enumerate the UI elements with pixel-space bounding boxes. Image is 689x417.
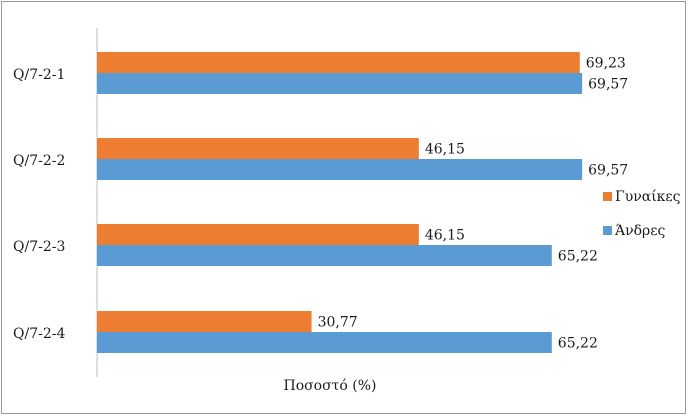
bar-women-4	[97, 311, 312, 332]
category-labels-group: Q/7-2-1 Q/7-2-2 Q/7-2-3 Q/7-2-4	[13, 67, 65, 342]
value-label-women-4: 30,77	[318, 315, 358, 331]
bar-men-4	[97, 332, 552, 353]
bar-men-2	[97, 159, 583, 180]
legend-label-men: Άνδρες	[614, 223, 666, 239]
value-label-men-3: 65,22	[558, 249, 598, 265]
legend: Γυναίκες Άνδρες	[603, 188, 681, 239]
x-axis-title: Ποσοστό (%)	[283, 378, 376, 394]
bar-men-1	[97, 73, 583, 94]
bar-women-1	[97, 52, 580, 73]
bar-women-2	[97, 138, 419, 159]
category-label-4: Q/7-2-4	[13, 326, 65, 342]
bar-men-3	[97, 245, 552, 266]
category-label-2: Q/7-2-2	[13, 153, 65, 169]
value-label-men-2: 69,57	[588, 163, 628, 179]
bars-group	[97, 52, 583, 353]
legend-swatch-men	[603, 226, 612, 235]
category-label-1: Q/7-2-1	[13, 67, 65, 83]
category-label-3: Q/7-2-3	[13, 239, 65, 255]
legend-swatch-women	[603, 192, 612, 201]
legend-label-women: Γυναίκες	[615, 188, 681, 205]
value-labels-group: 69,23 69,57 46,15 69,57 46,15 65,22 30,77 65,22	[318, 56, 629, 352]
value-label-women-1: 69,23	[586, 56, 626, 72]
bar-women-3	[97, 224, 419, 245]
value-label-women-3: 46,15	[425, 228, 465, 244]
value-label-women-2: 46,15	[425, 142, 465, 158]
value-label-men-4: 65,22	[558, 336, 598, 352]
value-label-men-1: 69,57	[588, 77, 628, 93]
